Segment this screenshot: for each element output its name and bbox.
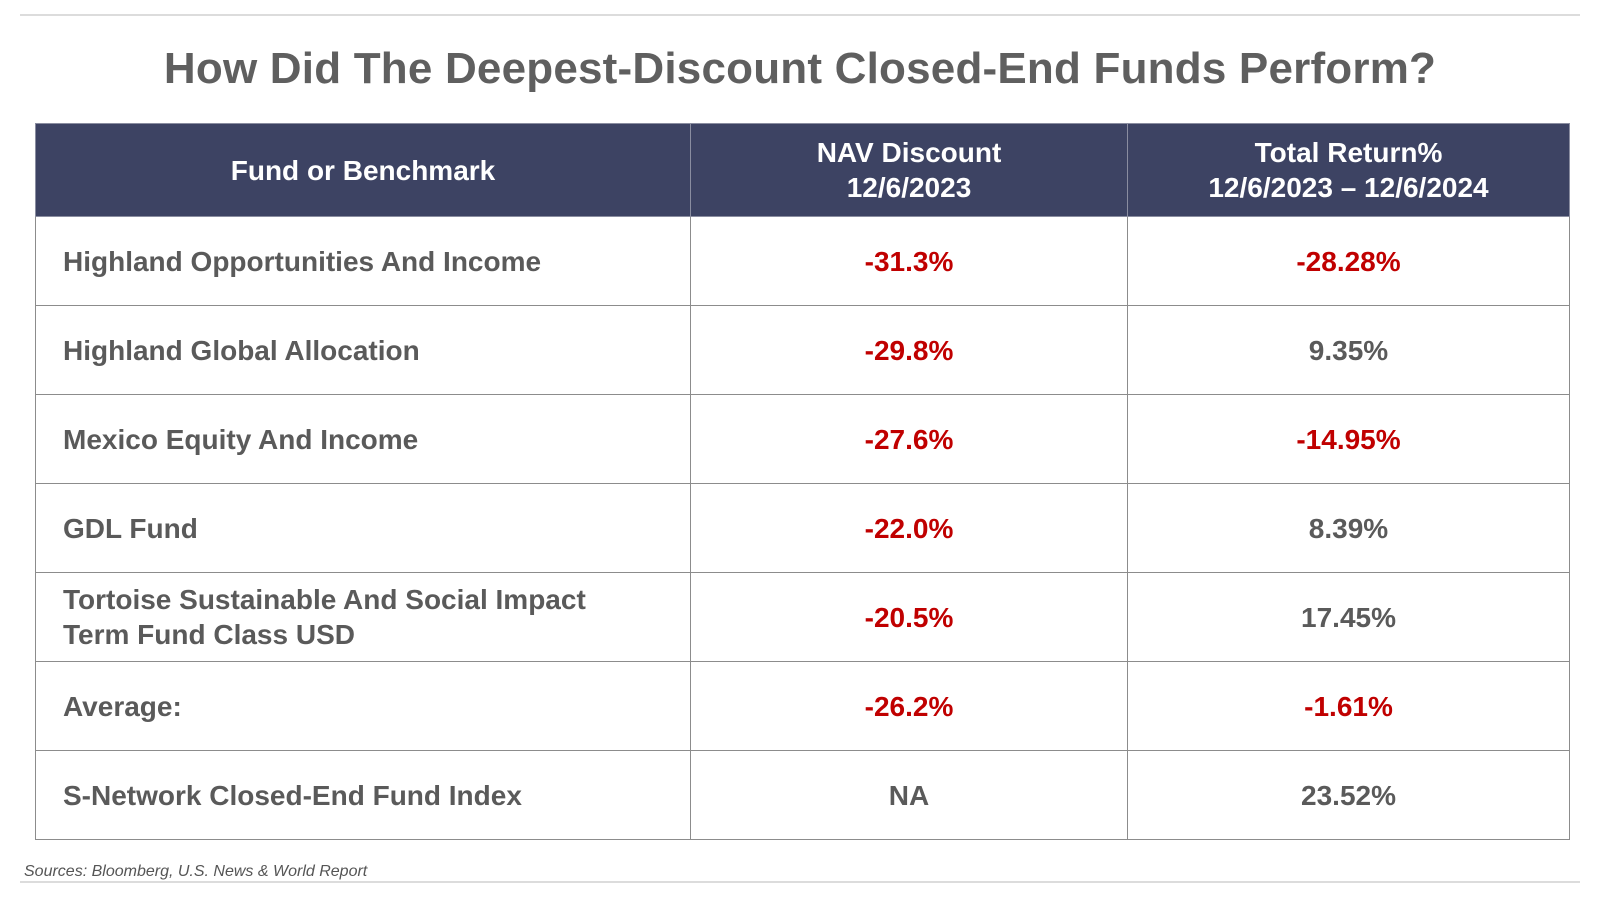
source-note: Sources: Bloomberg, U.S. News & World Re… xyxy=(24,863,368,880)
total-return-value: 17.45% xyxy=(1127,572,1570,662)
nav-discount-value: -22.0% xyxy=(690,483,1128,573)
column-header-nav-discount: NAV Discount 12/6/2023 xyxy=(690,123,1128,217)
nav-discount-value: -20.5% xyxy=(690,572,1128,662)
fund-name-cell: S-Network Closed-End Fund Index xyxy=(35,750,691,840)
fund-name-cell: Mexico Equity And Income xyxy=(35,394,691,484)
column-header-fund: Fund or Benchmark xyxy=(35,123,691,217)
bottom-divider xyxy=(20,881,1580,883)
table-row: Highland Opportunities And Income -31.3% -… xyxy=(35,216,1570,306)
column-header-line: 12/6/2023 xyxy=(846,172,972,203)
fund-name: Mexico Equity And Income xyxy=(63,423,419,455)
column-header-line: 12/6/2023 – 12/6/2024 xyxy=(1208,172,1489,203)
top-divider xyxy=(20,14,1580,16)
table-body: Highland Opportunities And Income -31.3% -… xyxy=(35,216,1570,840)
column-header-line: Fund or Benchmark xyxy=(230,154,496,186)
column-header-line: NAV Discount xyxy=(816,137,1002,168)
column-header-line: Total Return% xyxy=(1254,137,1443,168)
total-return-value: 8.39% xyxy=(1127,483,1570,573)
table-row: Tortoise Sustainable And Social Impact Te… xyxy=(35,572,1570,662)
fund-name: GDL Fund xyxy=(63,512,198,544)
total-return-value: 9.35% xyxy=(1127,305,1570,395)
fund-name-cell: Highland Global Allocation xyxy=(35,305,691,395)
nav-discount-value: -26.2% xyxy=(690,661,1128,751)
column-header-total-return: Total Return% 12/6/2023 – 12/6/2024 xyxy=(1127,123,1570,217)
fund-name: S-Network Closed-End Fund Index xyxy=(63,779,522,811)
fund-name-cell: Average: xyxy=(35,661,691,751)
table-row: GDL Fund -22.0% 8.39% xyxy=(35,483,1570,573)
fund-name: Average: xyxy=(63,690,182,722)
nav-discount-value: -31.3% xyxy=(690,216,1128,306)
chart-title: How Did The Deepest-Discount Closed-End … xyxy=(163,44,1437,93)
fund-performance-table: Fund or Benchmark NAV Discount 12/6/2023… xyxy=(35,123,1570,840)
total-return-value: 23.52% xyxy=(1127,750,1570,840)
total-return-value: -1.61% xyxy=(1127,661,1570,751)
nav-discount-value: -29.8% xyxy=(690,305,1128,395)
fund-name-cell: Highland Opportunities And Income xyxy=(35,216,691,306)
fund-name-cell: GDL Fund xyxy=(35,483,691,573)
fund-name: Highland Opportunities And Income xyxy=(63,245,542,277)
fund-name-cell: Tortoise Sustainable And Social Impact Te… xyxy=(35,572,691,662)
total-return-value: -14.95% xyxy=(1127,394,1570,484)
table-row: Highland Global Allocation -29.8% 9.35% xyxy=(35,305,1570,395)
table-row: Average: -26.2% -1.61% xyxy=(35,661,1570,751)
fund-name: Term Fund Class USD xyxy=(63,619,355,650)
fund-name: Highland Global Allocation xyxy=(63,334,420,366)
total-return-value: -28.28% xyxy=(1127,216,1570,306)
fund-name: Tortoise Sustainable And Social Impact xyxy=(63,584,586,615)
header-row: Fund or Benchmark NAV Discount 12/6/2023… xyxy=(35,123,1570,217)
nav-discount-value: NA xyxy=(690,750,1128,840)
table-row: S-Network Closed-End Fund Index NA 23.52% xyxy=(35,750,1570,840)
nav-discount-value: -27.6% xyxy=(690,394,1128,484)
table-row: Mexico Equity And Income -27.6% -14.95% xyxy=(35,394,1570,484)
